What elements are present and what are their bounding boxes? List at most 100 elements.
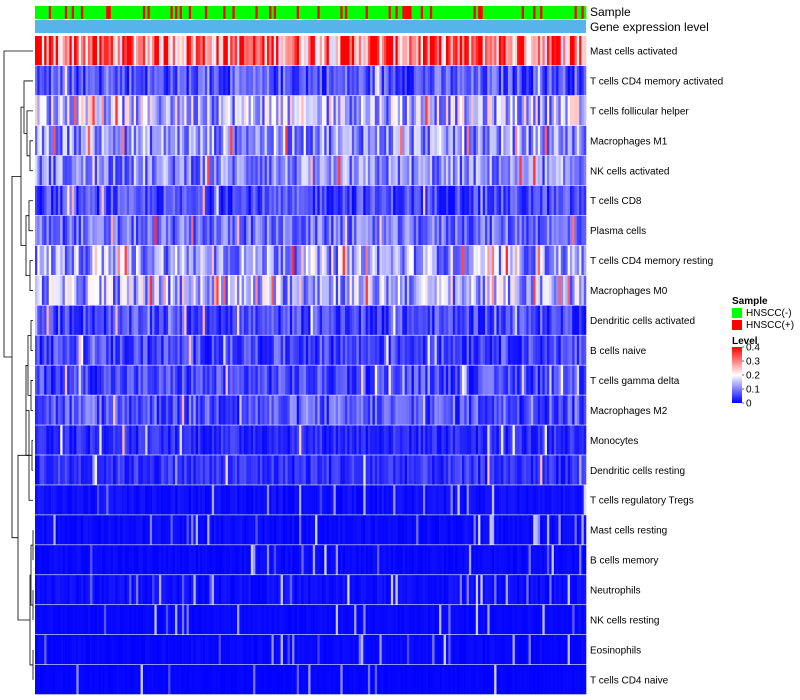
heatmap-cell <box>207 425 210 455</box>
heatmap-cell <box>207 395 210 425</box>
heatmap-cell <box>220 215 224 246</box>
heatmap-cell <box>46 455 50 485</box>
heatmap-cell <box>264 425 268 455</box>
heatmap-cell <box>83 275 86 305</box>
heatmap-cell <box>484 155 488 186</box>
heatmap-cell <box>425 215 428 246</box>
sample-annotation-cell <box>115 6 118 19</box>
heatmap-cell <box>450 275 454 305</box>
heatmap-cell <box>124 545 128 575</box>
heatmap-cell <box>278 455 281 485</box>
heatmap-cell <box>480 515 483 545</box>
heatmap-cell <box>383 155 387 186</box>
heatmap-cell <box>301 575 304 605</box>
heatmap-cell <box>344 275 348 305</box>
heatmap-cell <box>41 545 45 575</box>
heatmap-cell <box>347 335 350 365</box>
heatmap-cell <box>563 335 566 365</box>
heatmap-cell <box>292 605 295 635</box>
heatmap-cell <box>227 605 231 635</box>
heatmap-cell <box>46 245 50 275</box>
heatmap-cell <box>324 185 327 216</box>
heatmap-cell <box>168 95 171 126</box>
heatmap-cell <box>239 605 242 635</box>
heatmap-cell <box>335 185 339 216</box>
heatmap-cell <box>154 515 157 545</box>
sample-annotation-cell <box>103 6 107 19</box>
heatmap-cell <box>563 36 566 66</box>
heatmap-cell <box>344 575 348 605</box>
heatmap-cell <box>220 605 224 635</box>
heatmap-cell <box>379 95 382 126</box>
heatmap-cell <box>74 155 77 186</box>
heatmap-cell <box>113 425 116 455</box>
annotation-bars <box>35 6 587 33</box>
heatmap-cell <box>232 95 236 126</box>
heatmap-cell <box>147 575 151 605</box>
heatmap-cell <box>400 365 403 395</box>
heatmap-cell <box>413 125 417 156</box>
heatmap-cell <box>136 575 139 605</box>
heatmap-cell <box>331 245 334 275</box>
heatmap-cell <box>64 365 68 395</box>
heatmap-cell <box>475 335 479 365</box>
heatmap-cell <box>108 335 112 365</box>
heatmap-cell <box>583 395 587 425</box>
heatmap-cell <box>537 515 541 545</box>
heatmap-cells <box>35 36 587 695</box>
heatmap-cell <box>514 365 518 395</box>
heatmap-cell <box>276 36 279 66</box>
heatmap-cell <box>87 36 91 66</box>
heatmap-cell <box>553 215 557 246</box>
heatmap-cell <box>317 395 320 425</box>
heatmap-cell <box>372 36 376 66</box>
heatmap-cell <box>278 545 281 575</box>
heatmap-cell <box>528 485 532 515</box>
heatmap-cell <box>445 515 449 545</box>
heatmap-cell <box>331 335 334 365</box>
heatmap-cell <box>131 275 135 305</box>
heatmap-cell <box>248 335 252 365</box>
heatmap-cell <box>556 215 559 246</box>
heatmap-cell <box>280 365 284 395</box>
heatmap-cell <box>579 245 582 275</box>
heatmap-cell <box>237 455 240 485</box>
heatmap-cell <box>250 305 254 335</box>
heatmap-cell <box>436 95 440 126</box>
heatmap-cell <box>393 155 396 186</box>
heatmap-cell <box>436 425 440 455</box>
heatmap-cell <box>60 95 63 126</box>
heatmap-cell <box>87 305 91 335</box>
heatmap-cell <box>246 95 249 126</box>
heatmap-cell <box>278 95 281 126</box>
heatmap-cell <box>122 365 125 395</box>
heatmap-cell <box>101 365 105 395</box>
heatmap-cell <box>383 65 387 96</box>
heatmap-cell <box>131 605 135 635</box>
heatmap-cell <box>367 185 371 216</box>
heatmap-cell <box>80 185 84 216</box>
heatmap-cell <box>581 395 585 425</box>
heatmap-cell <box>379 605 382 635</box>
sample-annotation-cell <box>390 6 394 19</box>
heatmap-cell <box>101 185 105 216</box>
sample-annotation-cell <box>381 6 385 19</box>
heatmap-cell <box>161 125 164 156</box>
heatmap-cell <box>468 455 472 485</box>
heatmap-cell <box>142 395 146 425</box>
heatmap-cell <box>514 395 518 425</box>
heatmap-cell <box>544 65 548 96</box>
heatmap-cell <box>273 125 277 156</box>
heatmap-cell <box>416 455 419 485</box>
heatmap-cell <box>142 335 146 365</box>
heatmap-cell <box>496 575 500 605</box>
heatmap-cell <box>237 575 240 605</box>
heatmap-cell <box>41 365 45 395</box>
heatmap-cell <box>315 485 318 515</box>
heatmap-cell <box>156 275 160 305</box>
heatmap-cell <box>386 395 389 425</box>
heatmap-cell <box>361 605 364 635</box>
heatmap-cell <box>344 65 348 96</box>
heatmap-cell <box>521 155 525 186</box>
heatmap-cell <box>367 65 371 96</box>
